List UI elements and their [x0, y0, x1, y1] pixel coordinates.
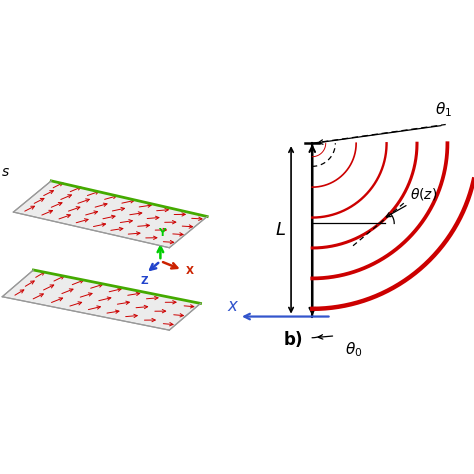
Text: Y: Y [158, 228, 165, 237]
Polygon shape [2, 270, 201, 330]
Text: Z: Z [141, 276, 148, 286]
Text: $\theta_1$: $\theta_1$ [435, 100, 452, 118]
Text: $L$: $L$ [275, 221, 286, 239]
Text: $\theta_0$: $\theta_0$ [345, 340, 363, 359]
Text: $\mathbf{b)}$: $\mathbf{b)}$ [283, 329, 303, 349]
Polygon shape [13, 181, 207, 248]
Text: X: X [186, 266, 194, 276]
Text: $\theta(z)$: $\theta(z)$ [410, 186, 438, 202]
Text: $s$: $s$ [1, 165, 10, 180]
Text: $x$: $x$ [227, 297, 239, 315]
